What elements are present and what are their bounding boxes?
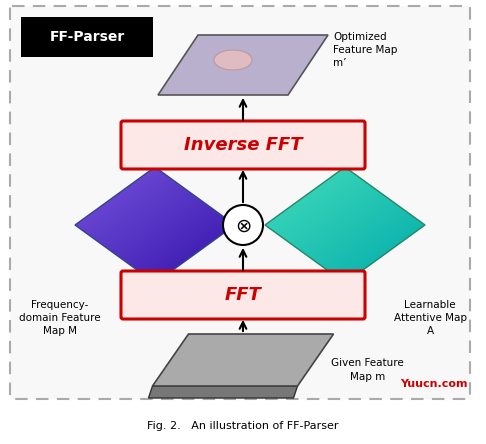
FancyBboxPatch shape [121, 271, 365, 319]
Text: Optimized
Feature Map
m’: Optimized Feature Map m’ [333, 32, 398, 68]
Text: Frequency-
domain Feature
Map M: Frequency- domain Feature Map M [19, 300, 101, 337]
Text: Given Feature
Map m: Given Feature Map m [331, 358, 404, 381]
Ellipse shape [214, 50, 252, 70]
Polygon shape [149, 386, 297, 398]
FancyBboxPatch shape [121, 121, 365, 169]
Circle shape [223, 205, 263, 245]
FancyBboxPatch shape [10, 6, 470, 399]
Polygon shape [158, 35, 328, 95]
Polygon shape [153, 334, 333, 386]
FancyBboxPatch shape [21, 17, 153, 57]
Text: Fig. 2.   An illustration of FF-Parser: Fig. 2. An illustration of FF-Parser [147, 421, 339, 431]
Text: Learnable
Attentive Map
A: Learnable Attentive Map A [394, 300, 467, 337]
Text: FFT: FFT [225, 286, 261, 304]
Text: Yuucn.com: Yuucn.com [400, 379, 468, 389]
Text: FF-Parser: FF-Parser [50, 30, 124, 44]
Text: Inverse FFT: Inverse FFT [184, 136, 302, 154]
Text: ⊗: ⊗ [235, 217, 251, 235]
